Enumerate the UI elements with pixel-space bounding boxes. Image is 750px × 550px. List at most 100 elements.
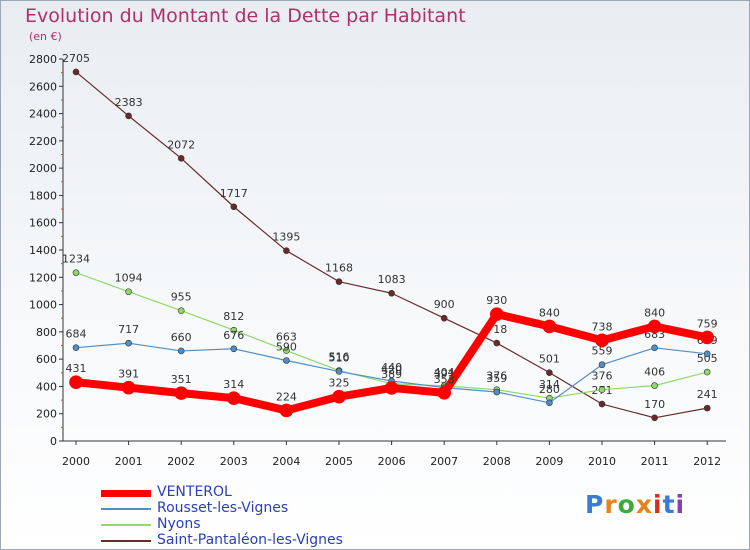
data-point-saint-pantaleon-les-vignes <box>388 289 395 297</box>
data-label-nyons: 406 <box>644 366 665 379</box>
data-label-venterol: 431 <box>66 362 87 375</box>
legend-swatch <box>101 508 151 510</box>
x-tick-label: 2007 <box>430 455 458 468</box>
data-label-saint-pantaleon-les-vignes: 2705 <box>62 52 90 65</box>
data-label-rousset-les-vignes: 391 <box>434 368 455 381</box>
y-tick-label: 2000 <box>29 162 57 175</box>
data-label-saint-pantaleon-les-vignes: 501 <box>539 353 560 366</box>
data-point-nyons <box>125 288 132 296</box>
data-label-nyons: 812 <box>223 310 244 323</box>
data-label-nyons: 1234 <box>62 253 90 266</box>
data-point-saint-pantaleon-les-vignes <box>125 112 132 120</box>
data-label-saint-pantaleon-les-vignes: 2072 <box>167 138 195 151</box>
x-tick-label: 2012 <box>693 455 721 468</box>
data-label-nyons: 376 <box>486 370 507 383</box>
data-point-saint-pantaleon-les-vignes <box>283 247 290 254</box>
y-tick-label: 2200 <box>29 135 57 148</box>
data-point-rousset-les-vignes <box>335 368 343 375</box>
data-label-rousset-les-vignes: 717 <box>118 323 139 336</box>
data-point-rousset-les-vignes <box>177 347 185 355</box>
data-label-rousset-les-vignes: 280 <box>539 383 560 396</box>
x-tick-label: 2004 <box>272 455 300 468</box>
data-point-nyons <box>177 307 185 315</box>
data-label-nyons: 420 <box>381 364 402 377</box>
data-label-rousset-les-vignes: 359 <box>486 372 507 385</box>
legend-label: Saint-Pantaléon-les-Vignes <box>157 532 343 548</box>
data-label-nyons: 376 <box>592 370 613 383</box>
data-label-venterol: 391 <box>118 368 139 381</box>
data-point-venterol <box>174 386 188 400</box>
data-label-nyons: 663 <box>276 331 297 344</box>
data-point-rousset-les-vignes <box>125 339 132 347</box>
y-tick-label: 1000 <box>29 299 57 312</box>
x-tick-label: 2000 <box>62 455 90 468</box>
data-label-rousset-les-vignes: 684 <box>66 328 87 341</box>
y-tick-label: 1600 <box>29 217 57 230</box>
logo-letter: r <box>604 490 618 519</box>
data-label-venterol: 840 <box>539 306 560 319</box>
data-label-saint-pantaleon-les-vignes: 1717 <box>220 187 248 200</box>
data-point-saint-pantaleon-les-vignes <box>493 339 501 347</box>
legend-label: VENTEROL <box>157 484 232 500</box>
x-tick-label: 2009 <box>535 455 563 468</box>
data-label-venterol: 930 <box>486 294 507 307</box>
data-point-venterol <box>542 319 557 334</box>
y-tick-label: 2400 <box>29 108 57 121</box>
data-label-nyons: 505 <box>697 352 718 365</box>
data-label-nyons: 404 <box>434 366 455 379</box>
data-point-venterol <box>227 391 241 405</box>
y-tick-label: 400 <box>36 380 57 393</box>
y-tick-label: 200 <box>36 408 57 421</box>
x-tick-label: 2002 <box>167 455 195 468</box>
data-label-venterol: 314 <box>223 378 244 391</box>
y-tick-label: 0 <box>50 435 57 448</box>
legend-swatch <box>101 540 151 542</box>
data-label-venterol: 224 <box>276 390 297 403</box>
data-label-nyons: 955 <box>171 291 192 304</box>
y-tick-label: 1200 <box>29 271 57 284</box>
x-tick-label: 2005 <box>325 455 353 468</box>
data-point-saint-pantaleon-les-vignes <box>598 400 606 408</box>
data-point-venterol <box>121 380 136 395</box>
legend-label: Rousset-les-Vignes <box>157 500 289 516</box>
y-tick-label: 2800 <box>29 53 57 66</box>
data-label-venterol: 353 <box>434 373 455 386</box>
data-point-rousset-les-vignes <box>703 350 711 358</box>
data-point-saint-pantaleon-les-vignes <box>335 278 343 285</box>
data-point-venterol <box>489 307 504 321</box>
data-label-venterol: 389 <box>381 368 402 381</box>
data-point-venterol <box>595 333 609 348</box>
logo-letter: i <box>653 490 663 519</box>
data-label-saint-pantaleon-les-vignes: 170 <box>644 398 665 411</box>
data-label-saint-pantaleon-les-vignes: 1168 <box>325 262 353 275</box>
data-label-rousset-les-vignes: 440 <box>381 361 402 374</box>
data-point-saint-pantaleon-les-vignes <box>703 404 711 412</box>
data-point-venterol <box>647 319 662 334</box>
data-label-venterol: 325 <box>329 377 350 390</box>
x-tick-label: 2006 <box>378 455 406 468</box>
data-point-nyons <box>283 347 290 354</box>
data-point-venterol <box>279 403 294 418</box>
data-point-rousset-les-vignes <box>72 344 80 351</box>
data-point-venterol <box>69 375 83 389</box>
x-tick-label: 2003 <box>220 455 248 468</box>
data-label-saint-pantaleon-les-vignes: 1395 <box>272 231 300 244</box>
logo-letter: t <box>662 490 676 519</box>
legend-swatch <box>101 524 151 526</box>
data-point-rousset-les-vignes <box>546 399 553 407</box>
data-label-rousset-les-vignes: 660 <box>171 331 192 344</box>
data-point-nyons <box>230 326 238 334</box>
data-label-nyons: 314 <box>539 378 560 391</box>
data-point-rousset-les-vignes <box>283 357 290 364</box>
data-point-venterol <box>437 386 452 400</box>
chart-title: Evolution du Montant de la Dette par Hab… <box>25 5 466 27</box>
data-label-nyons: 516 <box>329 351 350 364</box>
data-point-venterol <box>384 381 399 395</box>
chart-unit: (en €) <box>29 30 62 43</box>
y-tick-label: 1800 <box>29 189 57 202</box>
data-point-rousset-les-vignes <box>493 388 501 396</box>
data-point-saint-pantaleon-les-vignes <box>230 203 238 211</box>
x-tick-label: 2011 <box>641 455 669 468</box>
